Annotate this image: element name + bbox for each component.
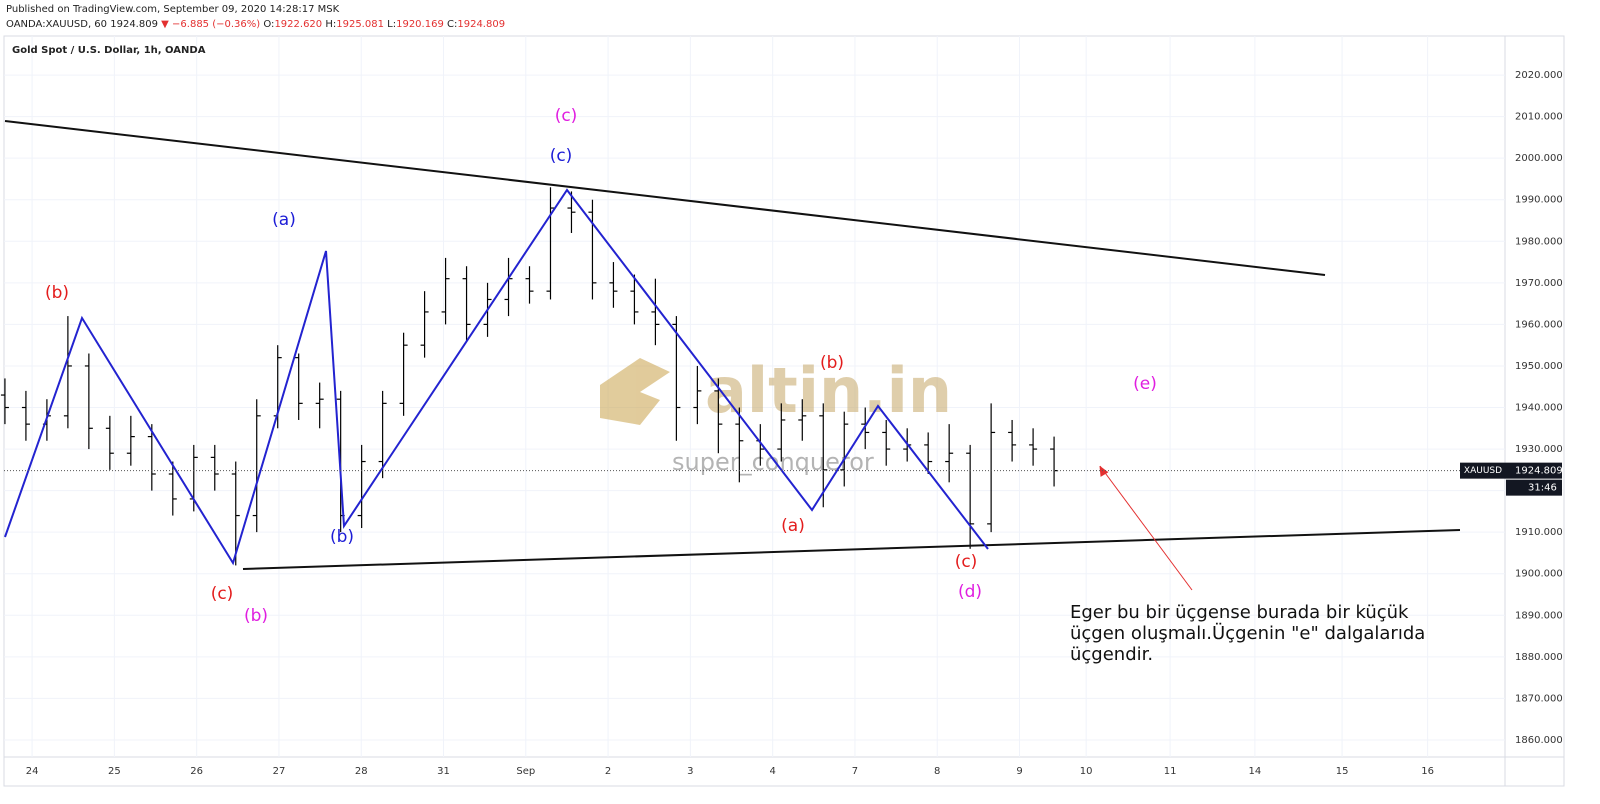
x-tick-label: 15 — [1336, 766, 1349, 777]
wave-label: (b) — [45, 283, 69, 303]
y-tick-label: 1940.000 — [1515, 403, 1563, 414]
note-line: üçgendir. — [1070, 644, 1153, 665]
wave-label: (c) — [955, 552, 978, 572]
arrow-line — [1099, 465, 1193, 591]
x-tick-label: 9 — [1016, 766, 1022, 777]
bars — [0, 187, 1059, 566]
y-tick-label: 1980.000 — [1515, 236, 1563, 247]
x-tick-label: 27 — [273, 766, 286, 777]
x-tick-label: 7 — [852, 766, 858, 777]
timer-bg — [1506, 479, 1562, 496]
x-tick-label: 11 — [1164, 766, 1177, 777]
header: Published on TradingView.com, September … — [6, 2, 505, 32]
y-tick-label: 1870.000 — [1515, 693, 1563, 704]
y-tick-label: 1910.000 — [1515, 527, 1563, 538]
note-line: üçgen oluşmalı.Üçgenin "e" dalgalarıda — [1070, 622, 1425, 644]
watermark-logo — [600, 358, 670, 425]
timer: 31:46 — [1528, 483, 1557, 494]
watermark-brand: altin.in — [705, 354, 952, 427]
close: 1924.809 — [457, 19, 506, 30]
y-tick-label: 1960.000 — [1515, 319, 1563, 330]
x-tick-label: Sep — [516, 766, 535, 777]
wave-line — [4, 188, 989, 566]
x-tick-label: 31 — [437, 766, 450, 777]
wave-label: (c) — [550, 146, 573, 166]
x-tick-label: 8 — [934, 766, 940, 777]
y-tick-label: 2010.000 — [1515, 112, 1563, 123]
wave-labels: (b) (a) (c) (c) (b) (e) (c) (b) (b) (a) … — [45, 106, 1157, 626]
x-tick-label: 4 — [769, 766, 775, 777]
price-tag-bg — [1460, 462, 1506, 479]
x-tick-label: 25 — [108, 766, 121, 777]
high-label: H: — [325, 19, 337, 30]
y-tick-label: 1880.000 — [1515, 652, 1563, 663]
y-tick-label: 1860.000 — [1515, 735, 1563, 746]
x-tick-label: 3 — [687, 766, 693, 777]
x-tick-label: 26 — [190, 766, 203, 777]
axes: 1860.000 1870.000 1880.000 1890.000 1900.000… — [4, 70, 1563, 777]
open-label: O: — [263, 19, 275, 30]
wave-label: (a) — [272, 210, 296, 230]
y-tick-label: 2020.000 — [1515, 70, 1563, 81]
wave-label: (c) — [211, 584, 234, 604]
x-tick-label: 10 — [1080, 766, 1093, 777]
x-tick-label: 24 — [26, 766, 39, 777]
frame — [3, 35, 1565, 787]
price-tag-value: 1924.809 — [1515, 466, 1563, 477]
price-tag-value-bg — [1506, 462, 1562, 479]
x-tick-label: 14 — [1248, 766, 1261, 777]
close-label: C: — [447, 19, 458, 30]
drawings — [4, 120, 1461, 591]
low: 1920.169 — [396, 19, 444, 30]
watermark-author: super_conqueror — [672, 448, 874, 476]
x-tick-label: 16 — [1421, 766, 1434, 777]
low-label: L: — [387, 19, 397, 30]
quote-line: OANDA:XAUUSD, 60 1924.809 ▼ −6.885 (−0.3… — [6, 17, 505, 32]
x-tick-label: 28 — [355, 766, 368, 777]
wave-label: (e) — [1133, 374, 1157, 394]
y-tick-label: 1990.000 — [1515, 195, 1563, 206]
wave-label: (b) — [244, 606, 268, 626]
y-tick-label: 1970.000 — [1515, 278, 1563, 289]
wave-label: (b) — [330, 527, 354, 547]
y-tick-label: 1930.000 — [1515, 444, 1563, 455]
change: −6.885 (−0.36%) — [172, 19, 261, 30]
y-tick-label: 1900.000 — [1515, 569, 1563, 580]
wave-label: (c) — [555, 106, 578, 126]
wave-label: (a) — [781, 516, 805, 536]
high: 1925.081 — [336, 19, 384, 30]
y-tick-label: 2000.000 — [1515, 153, 1563, 164]
published: Published on TradingView.com, September … — [6, 4, 340, 15]
arrow-head — [1099, 465, 1109, 477]
arrow: ▼ — [161, 19, 169, 30]
note: Eger bu bir üçgense burada bir küçük üçg… — [1070, 602, 1425, 665]
trend-line — [4, 120, 1326, 276]
open: 1922.620 — [274, 19, 323, 30]
watermark: altin.in super_conqueror — [600, 354, 952, 476]
trend-line — [242, 529, 1461, 570]
price: 1924.809 — [110, 19, 158, 30]
chart-title: Gold Spot / U.S. Dollar, 1h, OANDA — [12, 45, 206, 56]
x-tick-label: 2 — [605, 766, 611, 777]
y-tick-label: 1890.000 — [1515, 610, 1563, 621]
wave-label: (b) — [820, 353, 844, 373]
symbol: OANDA:XAUUSD, 60 — [6, 19, 108, 30]
y-tick-label: 1950.000 — [1515, 361, 1563, 372]
price-tag-label: XAUUSD — [1464, 466, 1502, 476]
note-line: Eger bu bir üçgense burada bir küçük — [1070, 602, 1409, 623]
wave-label: (d) — [958, 582, 982, 602]
